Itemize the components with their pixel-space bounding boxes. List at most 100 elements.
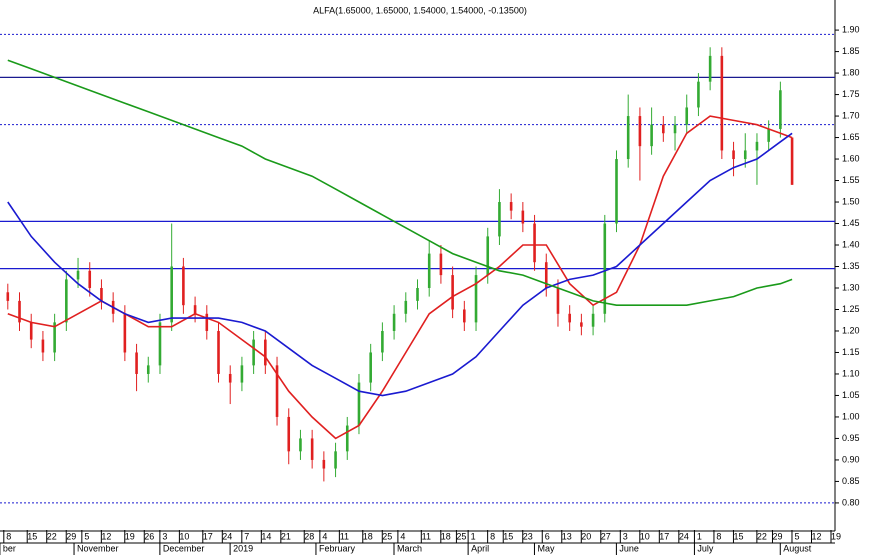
y-tick-label: 1.80 xyxy=(842,67,860,77)
candle-body xyxy=(345,425,349,452)
x-tick-label: 10 xyxy=(640,531,650,541)
candle-body xyxy=(498,202,501,237)
x-tick-label: 17 xyxy=(659,531,669,541)
moving-average-line xyxy=(7,115,793,440)
candle-body xyxy=(743,150,747,160)
x-tick-label: 4 xyxy=(400,531,405,541)
x-tick-label: 23 xyxy=(523,531,533,541)
candle-body xyxy=(697,81,700,108)
x-tick-label: 6 xyxy=(545,531,550,541)
candle-body xyxy=(193,305,197,314)
y-tick-label: 0.85 xyxy=(842,476,860,486)
candle-body xyxy=(650,124,653,147)
candle-body xyxy=(369,352,372,383)
candle-body xyxy=(76,270,80,280)
candle-body xyxy=(708,55,712,82)
candle-body xyxy=(310,438,314,460)
y-tick-label: 1.25 xyxy=(842,304,860,314)
y-tick-label: 1.35 xyxy=(842,261,860,271)
candle-body xyxy=(217,330,220,374)
candle-body xyxy=(53,322,56,353)
candle-body xyxy=(544,262,548,288)
x-tick-label: 12 xyxy=(811,531,821,541)
moving-average-line xyxy=(7,132,793,397)
x-tick-label: 25 xyxy=(382,531,392,541)
candle-body xyxy=(451,275,454,310)
x-tick-label: 28 xyxy=(304,531,314,541)
y-tick-label: 1.10 xyxy=(842,368,860,378)
y-tick-label: 0.90 xyxy=(842,454,860,464)
candle-body xyxy=(228,373,232,383)
month-label: December xyxy=(163,543,205,553)
candle-body xyxy=(205,313,209,331)
x-tick-label: 27 xyxy=(601,531,611,541)
x-tick-label: 13 xyxy=(562,531,572,541)
candle-body xyxy=(146,365,150,374)
x-tick-label: 29 xyxy=(772,531,782,541)
month-label: June xyxy=(619,543,639,553)
y-tick-label: 1.00 xyxy=(842,411,860,421)
candle-body xyxy=(767,128,770,142)
candle-body xyxy=(732,150,735,160)
x-tick-label: 8 xyxy=(6,531,11,541)
candle-body xyxy=(123,313,127,353)
month-label: April xyxy=(471,543,489,553)
month-label: July xyxy=(697,543,714,553)
candle-body xyxy=(463,309,466,323)
month-label: 2019 xyxy=(233,543,253,553)
candle-body xyxy=(568,313,571,323)
candle-body xyxy=(591,313,595,327)
y-tick-label: 1.40 xyxy=(842,239,860,249)
x-tick-label: 8 xyxy=(490,531,495,541)
candle-body xyxy=(638,116,642,147)
y-tick-label: 1.15 xyxy=(842,347,860,357)
x-tick-label: 19 xyxy=(831,531,841,541)
x-tick-label: 14 xyxy=(261,531,271,541)
x-tick-label: 29 xyxy=(66,531,76,541)
candle-body xyxy=(170,266,173,323)
month-label: ber xyxy=(3,543,16,553)
x-tick-label: 11 xyxy=(340,531,349,541)
candle-body xyxy=(392,313,396,331)
y-tick-label: 1.50 xyxy=(842,196,860,206)
candle-body xyxy=(580,322,583,327)
candle-body xyxy=(240,365,244,383)
candle-body xyxy=(182,266,185,306)
candle-body xyxy=(88,270,92,288)
x-tick-label: 11 xyxy=(422,531,431,541)
y-tick-label: 1.45 xyxy=(842,218,860,228)
candle-body xyxy=(158,322,162,366)
y-tick-label: 1.05 xyxy=(842,390,860,400)
x-tick-label: 7 xyxy=(244,531,249,541)
x-tick-label: 15 xyxy=(503,531,513,541)
candle-body xyxy=(18,300,21,323)
x-tick-label: 20 xyxy=(581,531,591,541)
x-tick-label: 24 xyxy=(679,531,689,541)
x-tick-label: 5 xyxy=(794,531,799,541)
x-tick-label: 17 xyxy=(203,531,213,541)
x-tick-label: 26 xyxy=(144,531,154,541)
moving-average-line xyxy=(7,59,793,306)
x-tick-label: 25 xyxy=(456,531,466,541)
month-label: November xyxy=(77,543,119,553)
candle-body xyxy=(6,292,10,301)
candle-body xyxy=(533,223,536,263)
candle-body xyxy=(41,339,45,353)
month-label: March xyxy=(397,543,422,553)
candle-body xyxy=(427,253,431,288)
candle-body xyxy=(486,236,490,276)
x-tick-label: 22 xyxy=(47,531,57,541)
x-tick-label: 12 xyxy=(101,531,111,541)
y-tick-label: 1.65 xyxy=(842,132,860,142)
candle-body xyxy=(65,279,68,323)
x-tick-label: 5 xyxy=(84,531,89,541)
x-tick-label: 10 xyxy=(179,531,189,541)
candle-body xyxy=(29,322,33,340)
candle-body xyxy=(439,253,443,276)
month-label: February xyxy=(319,543,356,553)
candle-body xyxy=(287,416,291,452)
x-tick-label: 24 xyxy=(222,531,232,541)
candle-body xyxy=(322,459,326,469)
